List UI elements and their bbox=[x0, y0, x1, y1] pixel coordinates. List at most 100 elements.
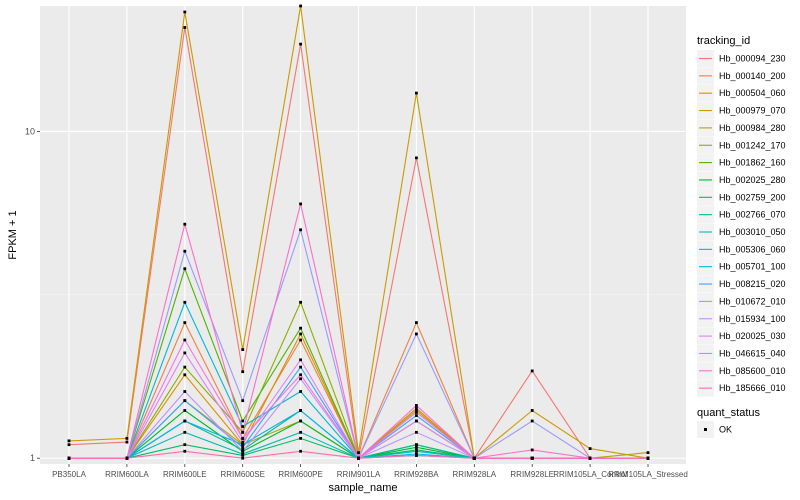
data-point bbox=[183, 10, 187, 14]
legend-item-label: Hb_005701_100 bbox=[719, 262, 786, 272]
legend-title: tracking_id bbox=[697, 35, 750, 47]
data-point bbox=[530, 448, 534, 452]
x-tick-label: RRIM600PE bbox=[278, 470, 322, 479]
data-point bbox=[415, 407, 418, 410]
legend-item: Hb_002759_200 bbox=[697, 188, 786, 206]
data-point bbox=[299, 390, 302, 393]
series-points bbox=[67, 4, 650, 460]
legend-item-label: Hb_002025_280 bbox=[719, 175, 786, 185]
data-point bbox=[299, 430, 302, 434]
x-tick-label: RRIM901LA bbox=[337, 470, 381, 479]
data-point bbox=[241, 445, 245, 449]
legend-shape-label: OK bbox=[719, 425, 732, 435]
legend-item-label: Hb_020025_030 bbox=[719, 331, 786, 341]
legend-item-label: Hb_003010_050 bbox=[719, 227, 786, 237]
legend-item: Hb_000504_060 bbox=[697, 84, 786, 102]
data-point bbox=[299, 419, 302, 423]
data-point bbox=[299, 409, 302, 412]
data-point bbox=[530, 409, 534, 412]
legend-item: Hb_000094_230 bbox=[697, 50, 786, 67]
legend-item-label: Hb_000979_070 bbox=[719, 106, 786, 116]
legend-item-label: Hb_085600_010 bbox=[719, 366, 786, 376]
legend-item: Hb_046615_040 bbox=[697, 344, 786, 362]
legend-item-label: Hb_001242_170 bbox=[719, 140, 786, 150]
data-point bbox=[472, 456, 476, 460]
data-point bbox=[299, 228, 302, 232]
square-point-icon bbox=[704, 428, 707, 431]
data-point bbox=[357, 456, 360, 460]
data-point bbox=[415, 419, 418, 423]
data-point bbox=[415, 321, 418, 325]
data-point bbox=[530, 369, 534, 373]
data-point bbox=[415, 453, 418, 457]
data-point bbox=[415, 430, 418, 434]
data-point bbox=[415, 411, 418, 414]
data-point bbox=[415, 156, 418, 160]
x-tick-label: RRIM600LA bbox=[105, 470, 149, 479]
data-point bbox=[183, 351, 187, 355]
data-point bbox=[183, 449, 187, 453]
legend-item: Hb_002025_280 bbox=[697, 171, 786, 189]
legend-item: Hb_085600_010 bbox=[697, 362, 786, 380]
data-point bbox=[299, 358, 302, 362]
legend-item: Hb_000140_200 bbox=[697, 67, 786, 85]
data-point bbox=[530, 456, 534, 460]
data-point bbox=[183, 390, 187, 393]
y-axis: 1 10 bbox=[25, 126, 40, 463]
data-point bbox=[646, 451, 650, 455]
x-tick-label: RRIM105LA_Control bbox=[553, 470, 627, 479]
data-point bbox=[183, 365, 187, 369]
data-point bbox=[241, 370, 245, 374]
data-point bbox=[183, 338, 187, 342]
legend-item: Hb_020025_030 bbox=[697, 327, 786, 345]
data-point bbox=[183, 249, 187, 253]
data-point bbox=[67, 443, 71, 447]
data-point bbox=[67, 439, 71, 443]
data-point bbox=[415, 414, 418, 418]
data-point bbox=[415, 409, 418, 412]
data-point bbox=[357, 451, 360, 455]
x-tick-label: RRIM928BA bbox=[394, 470, 439, 479]
legend: tracking_id Hb_000094_230Hb_000140_200Hb… bbox=[697, 35, 786, 438]
major-gridlines bbox=[40, 6, 686, 464]
data-point bbox=[183, 409, 187, 412]
data-point bbox=[299, 338, 302, 342]
data-point bbox=[415, 332, 418, 336]
plot-panel bbox=[40, 6, 686, 464]
x-tick-label: RRIM600SE bbox=[220, 470, 264, 479]
data-point bbox=[299, 332, 302, 336]
data-point bbox=[183, 430, 187, 434]
y-tick-label: 1 bbox=[30, 453, 35, 463]
legend-item-label: Hb_000984_280 bbox=[719, 123, 786, 133]
data-point bbox=[183, 373, 187, 377]
data-point bbox=[241, 443, 245, 447]
data-point bbox=[183, 419, 187, 423]
x-tick-label: RRIM600LE bbox=[163, 470, 207, 479]
y-axis-title: FPKM + 1 bbox=[7, 210, 19, 259]
legend-item: Hb_003010_050 bbox=[697, 223, 786, 241]
x-tick-label: RRIM105LA_Stressed bbox=[608, 470, 688, 479]
data-point bbox=[415, 443, 418, 447]
data-point bbox=[299, 377, 302, 381]
x-tick-label: RRIM928LA bbox=[453, 470, 497, 479]
x-axis: PB350LA RRIM600LA RRIM600LE RRIM600SE RRIM60… bbox=[52, 464, 688, 479]
data-point bbox=[299, 449, 302, 453]
data-point bbox=[67, 456, 71, 460]
legend-item: Hb_005306_060 bbox=[697, 240, 786, 258]
data-point bbox=[183, 443, 187, 447]
data-point bbox=[299, 42, 302, 46]
data-point bbox=[241, 419, 245, 423]
legend-items: Hb_000094_230 Hb_000140_200 Hb_000504_060 H… bbox=[697, 50, 786, 397]
legend-item: Hb_000979_070 bbox=[697, 102, 786, 120]
data-point bbox=[241, 452, 245, 456]
legend-item: Hb_008215_020 bbox=[697, 275, 786, 293]
data-point bbox=[588, 447, 592, 451]
legend-item: Hb_010672_010 bbox=[697, 292, 786, 310]
legend-item-label: Hb_046615_040 bbox=[719, 348, 786, 358]
data-point bbox=[299, 300, 302, 304]
data-point bbox=[183, 321, 187, 325]
data-point bbox=[183, 399, 187, 403]
x-axis-title: sample_name bbox=[328, 482, 397, 494]
data-point bbox=[183, 222, 187, 226]
